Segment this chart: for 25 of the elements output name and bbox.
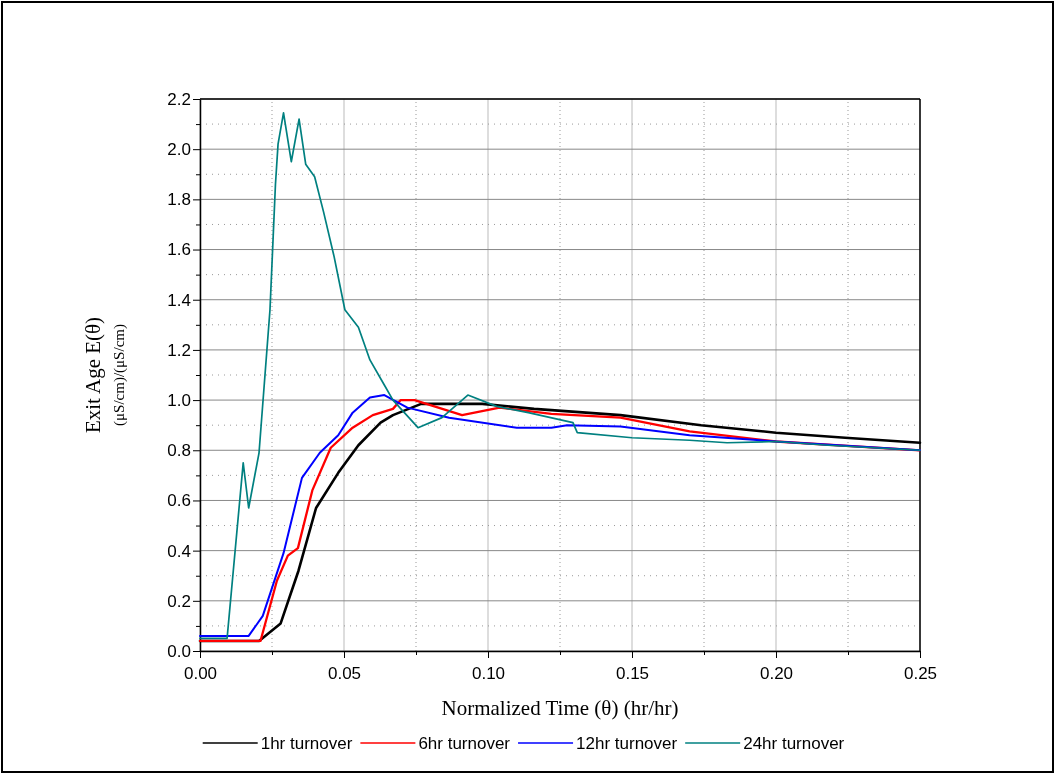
x-tick-label: 0.05 [327, 663, 362, 683]
y-tick-label: 1.4 [167, 290, 191, 310]
y-tick-label: 2.0 [167, 140, 191, 160]
legend-label: 12hr turnover [576, 733, 678, 753]
y-tick-label: 1.6 [167, 240, 191, 260]
line-series [199, 111, 921, 640]
x-tick-label: 0.10 [471, 663, 506, 683]
x-tick-label: 0.00 [183, 663, 218, 683]
y-tick-label: 1.0 [167, 391, 191, 411]
y-axis-title: Exit Age E(θ) (μS/cm)/(μS/cm) [81, 316, 128, 434]
y-tick-label: 2.2 [167, 89, 191, 109]
y-tick-label: 0.8 [167, 441, 191, 461]
legend-label: 1hr turnover [260, 733, 353, 753]
x-tick-label: 0.25 [903, 663, 938, 683]
y-tick-label: 0.2 [167, 591, 191, 611]
y-tick-label: 1.8 [167, 190, 191, 210]
legend-label: 6hr turnover [418, 733, 511, 753]
legend-label: 24hr turnover [743, 733, 845, 753]
x-axis-title: Normalized Time (θ) (hr/hr) [441, 696, 679, 720]
x-tick-label: 0.15 [615, 663, 650, 683]
y-tick-label: 0.6 [167, 491, 191, 511]
y-tick-label: 0.4 [167, 541, 191, 561]
y-tick-label: 1.2 [167, 340, 191, 360]
x-tick-label: 0.20 [759, 663, 794, 683]
y-tick-label: 0.0 [167, 641, 191, 661]
